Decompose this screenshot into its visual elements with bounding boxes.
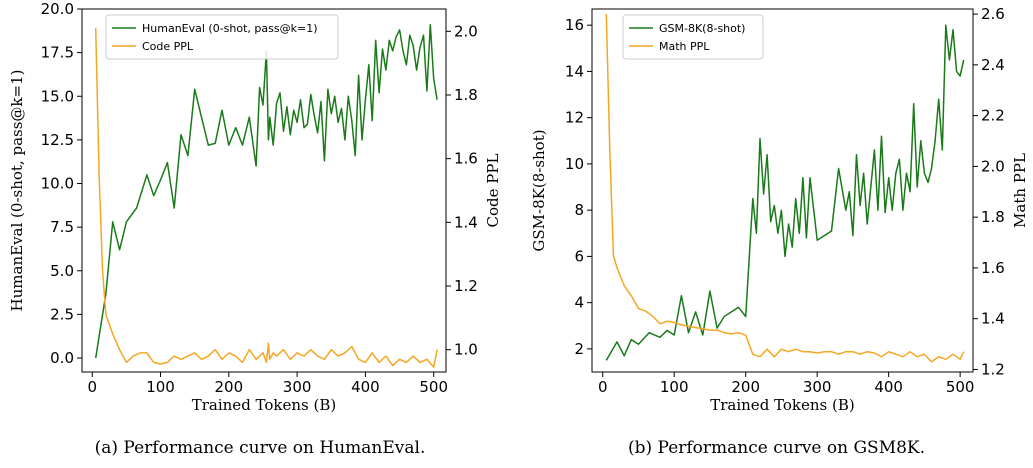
x-tick-label: 0 xyxy=(87,378,97,396)
x-tick-label: 200 xyxy=(731,378,760,396)
y-left-axis-label: GSM-8K(8-shot) xyxy=(530,129,548,251)
y-left-tick-label: 10.0 xyxy=(41,175,74,193)
y-right-tick-label: 1.2 xyxy=(454,277,478,295)
y-right-tick-label: 2.0 xyxy=(981,157,1005,175)
x-axis-label: Trained Tokens (B) xyxy=(710,396,855,414)
y-right-tick-label: 1.6 xyxy=(454,150,478,168)
series-line-1 xyxy=(605,24,965,361)
y-right-axis-label: Code PPL xyxy=(484,154,502,228)
legend-box xyxy=(105,14,339,60)
x-tick-label: 300 xyxy=(283,378,312,396)
y-left-tick-label: 4 xyxy=(574,294,584,312)
gsm8k-chart: 0 100 200 300 400 500 2 4 6 8 10 12 14 16 1.2 1.4 1.6 1.8… xyxy=(530,5,1029,414)
y-left-tick-label: 6 xyxy=(574,247,584,265)
x-tick-label: 100 xyxy=(146,378,175,396)
y-left-tick-label: 14 xyxy=(565,62,584,80)
y-left-tick-label: 12.5 xyxy=(41,131,74,149)
y-left-tick-label: 20.0 xyxy=(41,0,74,18)
y-right-tick-label: 1.8 xyxy=(981,208,1005,226)
x-tick-label: 200 xyxy=(215,378,244,396)
y-right-tick-label: 1.2 xyxy=(981,360,1005,378)
series-line-2 xyxy=(94,28,438,368)
y-left-tick-label: 2.5 xyxy=(50,305,74,323)
y-left-tick-label: 12 xyxy=(565,109,584,127)
x-tick-label: 0 xyxy=(598,378,608,396)
y-right-axis-label: Math PPL xyxy=(1011,153,1029,228)
legend-label: GSM-8K(8-shot) xyxy=(659,22,745,35)
humaneval-chart: 0 100 200 300 400 500 0.0 2.5 5.0 7.5 10.0 12.5 15.0… xyxy=(8,0,502,414)
legend-box xyxy=(622,14,764,60)
y-left-tick-label: 16 xyxy=(565,16,584,34)
y-left-tick-label: 5.0 xyxy=(50,262,74,280)
x-tick-label: 400 xyxy=(874,378,903,396)
series-line-2 xyxy=(605,14,965,363)
y-right-tick-label: 1.4 xyxy=(454,213,478,231)
plot-frame xyxy=(591,8,974,373)
y-right-tick-label: 1.8 xyxy=(454,86,478,104)
y-left-axis-label: HumanEval (0-shot, pass@k=1) xyxy=(8,70,26,312)
y-left-tick-label: 10 xyxy=(565,155,584,173)
y-left-tick-label: 0.0 xyxy=(50,349,74,367)
y-right-tick-label: 1.6 xyxy=(981,259,1005,277)
y-right-tick-label: 2.4 xyxy=(981,56,1005,74)
x-tick-label: 100 xyxy=(660,378,689,396)
series-line-1 xyxy=(94,23,438,359)
legend-label: Code PPL xyxy=(142,40,194,53)
caption-b: (b) Performance curve on GSM8K. xyxy=(627,438,926,458)
x-tick-label: 400 xyxy=(351,378,380,396)
plot-frame xyxy=(81,8,447,373)
legend-label: HumanEval (0-shot, pass@k=1) xyxy=(142,22,317,35)
y-left-tick-label: 2 xyxy=(574,340,584,358)
x-tick-label: 500 xyxy=(946,378,975,396)
y-left-tick-label: 8 xyxy=(574,201,584,219)
y-right-tick-label: 1.0 xyxy=(454,341,478,359)
y-right-tick-label: 1.4 xyxy=(981,310,1005,328)
x-tick-label: 500 xyxy=(419,378,448,396)
y-left-tick-label: 17.5 xyxy=(41,44,74,62)
legend-label: Math PPL xyxy=(659,40,710,53)
x-tick-label: 300 xyxy=(803,378,832,396)
x-axis-label: Trained Tokens (B) xyxy=(192,396,337,414)
y-right-tick-label: 2.2 xyxy=(981,107,1005,125)
caption-a: (a) Performance curve on HumanEval. xyxy=(94,438,426,458)
y-right-tick-label: 2.6 xyxy=(981,5,1005,23)
y-right-tick-label: 2.0 xyxy=(454,22,478,40)
y-left-tick-label: 15.0 xyxy=(41,87,74,105)
y-left-tick-label: 7.5 xyxy=(50,218,74,236)
